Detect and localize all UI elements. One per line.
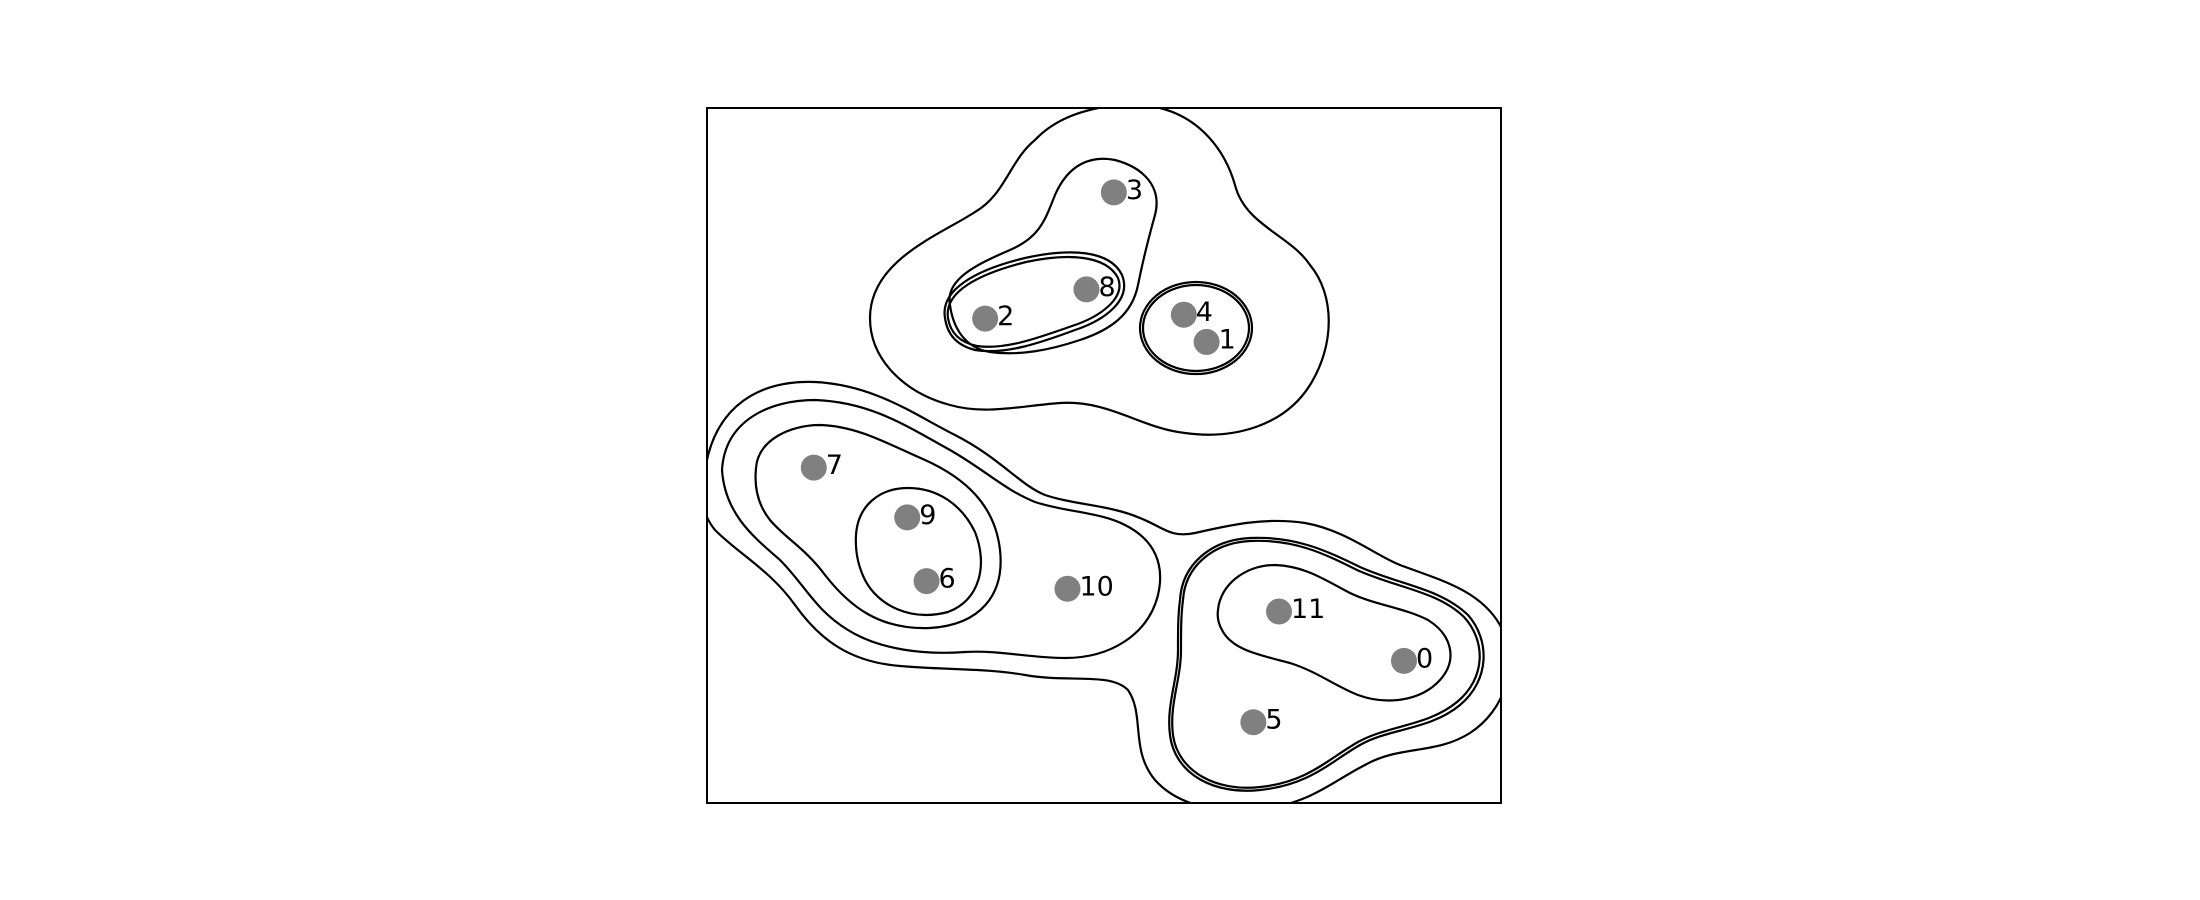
contour-lower-right-inner (1216, 563, 1452, 702)
point-label-0: 0 (1416, 643, 1433, 674)
point-8 (1073, 276, 1100, 303)
contour-top-middle (948, 157, 1158, 355)
contour-top-outer (868, 108, 1330, 436)
contour-lower-left-second (720, 398, 1162, 660)
contour-lower-left-third (754, 423, 1002, 630)
point-1 (1193, 328, 1220, 355)
contour-lower-right-second-a (1168, 536, 1485, 792)
point-7 (800, 454, 827, 481)
point-10 (1054, 575, 1081, 602)
point-label-5: 5 (1265, 705, 1282, 736)
point-label-10: 10 (1079, 571, 1113, 602)
point-11 (1265, 598, 1292, 625)
point-label-7: 7 (826, 450, 843, 481)
point-0 (1390, 647, 1417, 674)
point-2 (972, 305, 999, 332)
point-3 (1100, 179, 1127, 206)
contour-lower-right-second-b (1171, 539, 1481, 789)
point-label-3: 3 (1126, 175, 1143, 206)
point-4 (1170, 301, 1197, 328)
contour-top-inner-41a (1138, 280, 1254, 376)
contour-lines (707, 108, 1501, 803)
contour-top-inner-28b (946, 255, 1121, 348)
contour-top-inner-28a (943, 251, 1126, 353)
contour-lower-outer (707, 380, 1501, 803)
point-6 (913, 568, 940, 595)
point-label-9: 9 (919, 500, 936, 531)
point-label-8: 8 (1098, 272, 1115, 303)
point-5 (1240, 709, 1267, 736)
contour-top-inner-41b (1141, 283, 1251, 373)
point-label-6: 6 (939, 564, 956, 595)
point-label-2: 2 (997, 301, 1014, 332)
point-9 (894, 504, 921, 531)
point-label-1: 1 (1219, 324, 1236, 355)
point-label-4: 4 (1196, 297, 1213, 328)
points-layer: 0 1 2 3 4 5 6 7 8 9 10 11 (800, 175, 1433, 736)
point-label-11: 11 (1291, 594, 1325, 625)
contour-lower-left-inner (854, 486, 982, 616)
